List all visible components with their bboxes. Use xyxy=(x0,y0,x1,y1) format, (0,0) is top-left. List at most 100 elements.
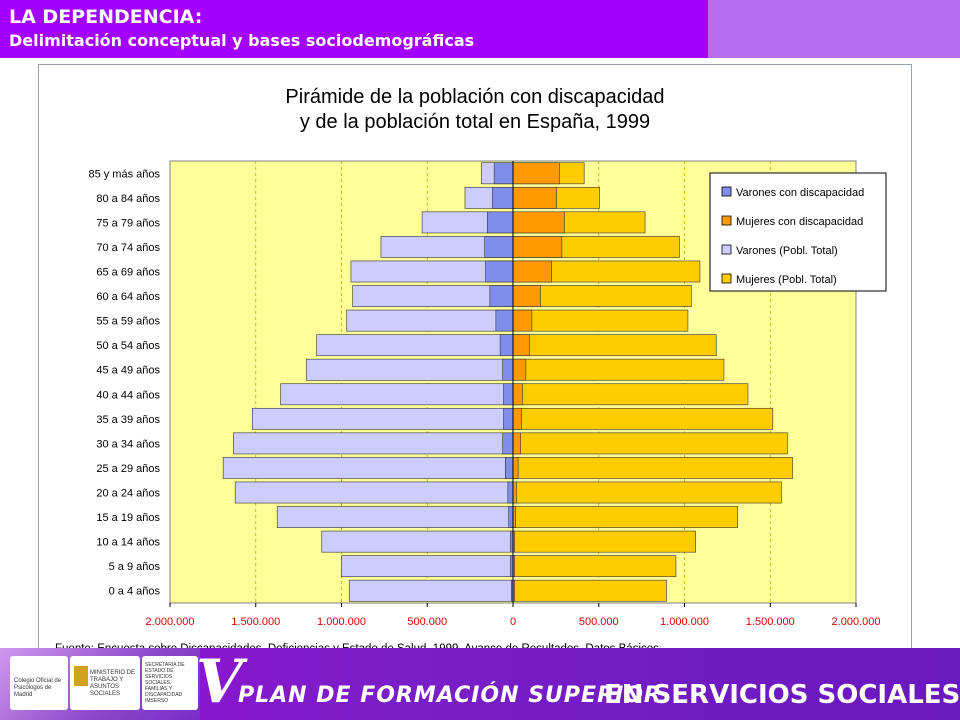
legend-label: Varones con discapacidad xyxy=(736,187,864,199)
category-label: 50 a 54 años xyxy=(96,340,160,352)
shield-icon xyxy=(74,666,88,686)
bar-mujeres-total xyxy=(512,555,677,578)
plan-title: PLAN DE FORMACIÓN SUPERIOR xyxy=(238,683,662,708)
logo2-label: MINISTERIO DE TRABAJO Y ASUNTOS SOCIALES xyxy=(90,670,136,697)
bar-varones-total xyxy=(321,530,514,553)
bar-mujeres-total xyxy=(512,506,738,528)
chart-title-line: y de la población total en España, 1999 xyxy=(300,111,650,133)
category-label: 20 a 24 años xyxy=(96,488,160,500)
category-label: 85 y más años xyxy=(88,168,160,180)
category-label: 75 a 79 años xyxy=(96,217,160,229)
legend-swatch xyxy=(721,244,732,255)
bar-varones-disc xyxy=(508,506,514,528)
bar-varones-total xyxy=(222,457,514,479)
logo3-label: SECRETARÍA DE ESTADO DE SERVICIOS SOCIAL… xyxy=(145,662,185,704)
bar-varones-disc xyxy=(493,162,514,185)
page-title: LA DEPENDENCIA: xyxy=(9,6,203,28)
bar-varones-total xyxy=(280,383,514,406)
header-bar: LA DEPENDENCIA: Delimitación conceptual … xyxy=(0,0,708,58)
category-label: 0 a 4 años xyxy=(109,586,161,598)
x-tick-label: 1.500.000 xyxy=(746,616,795,628)
logo1-label: Colegio Oficial de Psicólogos de Madrid xyxy=(14,678,62,698)
category-label: 15 a 19 años xyxy=(96,512,160,524)
bar-varones-disc xyxy=(486,211,514,234)
chart-title-line: Pirámide de la población con discapacida… xyxy=(285,86,664,108)
bar-mujeres-disc xyxy=(512,309,533,332)
legend-swatch xyxy=(721,215,732,226)
bar-mujeres-total xyxy=(512,334,717,357)
bar-mujeres-disc xyxy=(512,383,523,406)
bar-mujeres-disc xyxy=(512,334,530,357)
x-tick-label: 2.000.000 xyxy=(146,616,195,628)
x-tick-label: 500.000 xyxy=(407,616,447,628)
bar-varones-total xyxy=(234,481,514,504)
x-tick-label: 1.000.000 xyxy=(660,616,709,628)
bar-mujeres-disc xyxy=(512,260,552,283)
x-tick-label: 1.500.000 xyxy=(231,616,280,628)
bar-varones-disc xyxy=(503,407,514,430)
legend-box xyxy=(709,172,887,292)
bar-varones-disc xyxy=(503,383,514,406)
bar-varones-disc xyxy=(489,285,514,307)
bar-varones-total xyxy=(352,285,514,307)
category-label: 60 a 64 años xyxy=(96,291,160,303)
bar-mujeres-total xyxy=(512,358,725,381)
colegio-psicologos-logo: Colegio Oficial de Psicólogos de Madrid xyxy=(10,656,68,710)
bar-varones-disc xyxy=(485,260,514,283)
bar-mujeres-disc xyxy=(512,407,522,430)
legend-swatch xyxy=(721,186,732,197)
bar-varones-total xyxy=(346,309,514,332)
bar-varones-total xyxy=(316,334,514,357)
imserso-logo: SECRETARÍA DE ESTADO DE SERVICIOS SOCIAL… xyxy=(142,656,198,710)
legend-label: Mujeres con discapacidad xyxy=(736,216,863,228)
plan-roman-numeral: V xyxy=(196,647,243,717)
legend-swatch xyxy=(721,273,732,284)
bar-mujeres-disc xyxy=(512,285,541,307)
footer-banner: Colegio Oficial de Psicólogos de Madrid … xyxy=(0,648,960,720)
bar-mujeres-total xyxy=(512,407,774,430)
bar-varones-disc xyxy=(492,186,514,209)
bar-varones-total xyxy=(306,358,514,381)
page-subtitle: Delimitación conceptual y bases sociodem… xyxy=(9,31,475,50)
bar-varones-disc xyxy=(502,358,514,381)
bar-varones-total xyxy=(341,555,514,578)
plan-title-strong: EN SERVICIOS SOCIALES xyxy=(604,680,960,710)
category-label: 55 a 59 años xyxy=(96,316,160,328)
bar-mujeres-disc xyxy=(512,186,558,209)
bar-mujeres-disc xyxy=(512,358,527,381)
category-label: 70 a 74 años xyxy=(96,242,160,254)
x-tick-label: 1.000.000 xyxy=(317,616,366,628)
x-tick-label: 2.000.000 xyxy=(832,616,881,628)
bar-mujeres-total xyxy=(512,383,749,406)
category-label: 10 a 14 años xyxy=(96,537,160,549)
bar-mujeres-disc xyxy=(512,162,560,185)
bar-mujeres-disc xyxy=(512,432,522,455)
category-label: 25 a 29 años xyxy=(96,463,160,475)
bar-varones-total xyxy=(252,407,514,430)
bar-mujeres-total xyxy=(512,530,696,553)
category-label: 30 a 34 años xyxy=(96,438,160,450)
category-label: 35 a 39 años xyxy=(96,414,160,426)
category-label: 80 a 84 años xyxy=(96,193,160,205)
bar-varones-disc xyxy=(504,457,514,479)
ministerio-logo: MINISTERIO DE TRABAJO Y ASUNTOS SOCIALES xyxy=(70,656,140,710)
legend-label: Varones (Pobl. Total) xyxy=(736,245,838,257)
bar-varones-total xyxy=(276,506,514,528)
bar-varones-disc xyxy=(499,334,514,357)
bar-mujeres-disc xyxy=(512,236,563,258)
category-label: 5 a 9 años xyxy=(109,561,161,573)
bar-mujeres-disc xyxy=(512,211,565,234)
bar-mujeres-total xyxy=(512,457,793,479)
bar-mujeres-total xyxy=(512,309,689,332)
bar-varones-disc xyxy=(484,236,514,258)
bar-varones-total xyxy=(233,432,514,455)
bar-mujeres-disc xyxy=(512,481,517,504)
bar-varones-total xyxy=(348,579,514,602)
bar-mujeres-disc xyxy=(512,457,519,479)
x-tick-label: 500.000 xyxy=(579,616,619,628)
category-label: 45 a 49 años xyxy=(96,365,160,377)
bar-varones-disc xyxy=(502,432,514,455)
category-label: 40 a 44 años xyxy=(96,389,160,401)
category-label: 65 a 69 años xyxy=(96,267,160,279)
bar-varones-disc xyxy=(495,309,514,332)
